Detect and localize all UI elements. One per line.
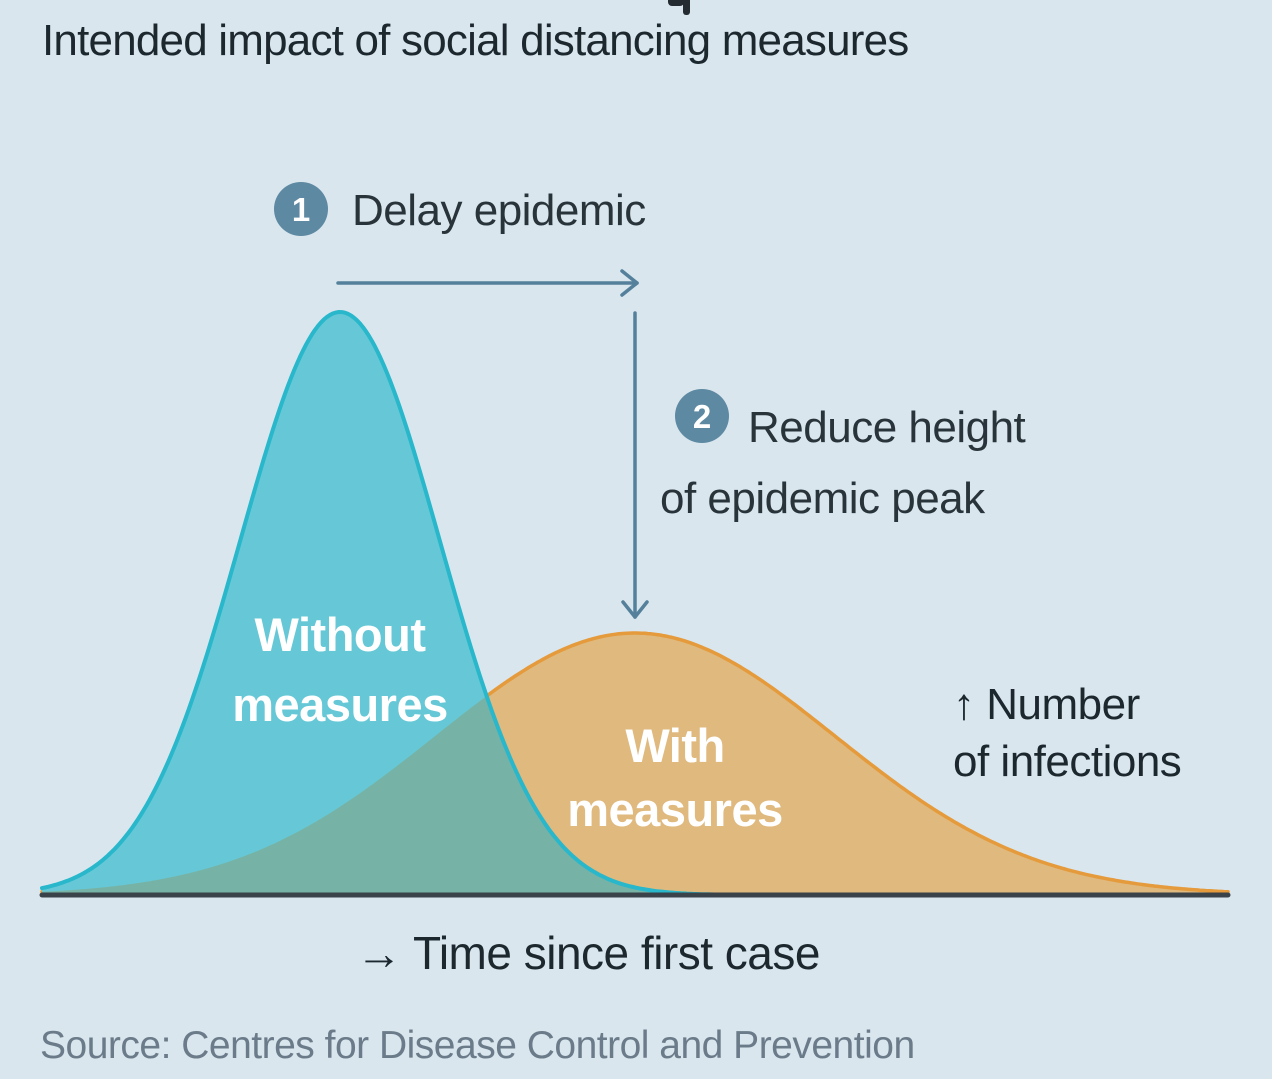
reduce-height-label-line1: Reduce height [748, 403, 1026, 452]
without-measures-line2: measures [232, 678, 448, 731]
y-axis-label-line2: of infections [953, 737, 1182, 786]
curves-overlap-area [42, 696, 1228, 895]
without-measures-label: Without measures [140, 600, 540, 740]
step-2-badge: 2 [675, 389, 729, 443]
source-credit: Source: Centres for Disease Control and … [40, 1024, 915, 1067]
cropped-glyph-fragment [668, 0, 684, 6]
without-measures-line1: Without [254, 608, 426, 661]
step-2-number: 2 [692, 397, 712, 435]
reduce-height-label-line2: of epidemic peak [660, 474, 985, 523]
delay-epidemic-label: Delay epidemic [352, 186, 646, 235]
with-measures-line1: With [625, 719, 725, 772]
with-measures-line2: measures [567, 783, 783, 836]
step-1-badge: 1 [274, 182, 328, 236]
step-1-number: 1 [291, 190, 311, 228]
with-measures-label: With measures [475, 714, 875, 842]
y-axis-label: ↑ Number of infections [953, 676, 1182, 790]
cropped-glyph-fragment [683, 0, 690, 15]
without-measures-area [42, 312, 1228, 895]
reduce-arrow-head [621, 600, 649, 619]
delay-arrow-head [620, 269, 639, 297]
y-axis-label-line1: ↑ Number [953, 680, 1140, 729]
x-axis-label: → Time since first case [356, 927, 820, 979]
chart-subtitle: Intended impact of social distancing mea… [42, 16, 909, 65]
cropped-text-artifact [666, 0, 694, 16]
